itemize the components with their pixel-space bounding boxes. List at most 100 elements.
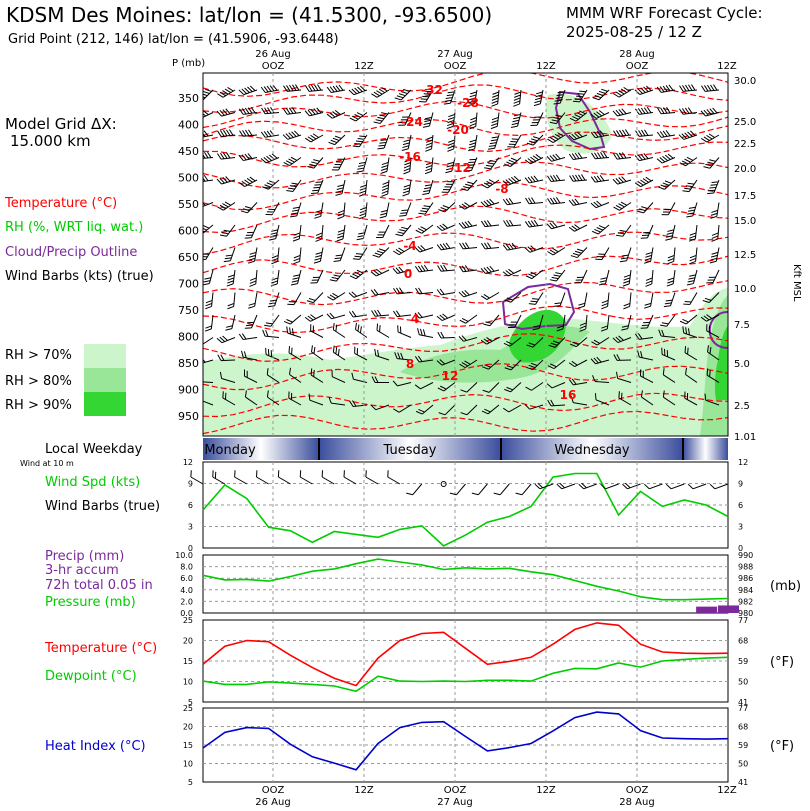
wind-barb bbox=[616, 224, 632, 237]
barb-staff bbox=[365, 476, 379, 485]
barb-flag bbox=[265, 322, 273, 325]
barb-flag bbox=[293, 235, 300, 239]
barb-flag bbox=[471, 492, 479, 496]
barb-flag bbox=[712, 107, 718, 114]
left-tick-label: 0 bbox=[188, 544, 193, 553]
wind-barb bbox=[311, 345, 324, 361]
wind-barb bbox=[394, 88, 412, 101]
barb-staff bbox=[203, 381, 214, 383]
barb-flag bbox=[440, 207, 448, 211]
barb-flag bbox=[271, 280, 278, 284]
barb-flag bbox=[330, 139, 338, 144]
barb-flag bbox=[449, 492, 457, 496]
barb-flag bbox=[513, 97, 521, 101]
barb-staff bbox=[554, 337, 566, 348]
barb-staff bbox=[521, 483, 532, 496]
barb-flag bbox=[268, 180, 276, 184]
barb-flag bbox=[401, 226, 408, 230]
barb-flag bbox=[445, 170, 453, 174]
barb-flag bbox=[531, 121, 539, 124]
barb-flag bbox=[425, 90, 433, 93]
barb-staff bbox=[463, 337, 478, 342]
barb-flag bbox=[308, 298, 316, 301]
barb-flag bbox=[264, 184, 271, 188]
barb-flag bbox=[307, 136, 314, 141]
barb-flag bbox=[634, 333, 640, 340]
barb-flag bbox=[528, 273, 535, 278]
wind-barb bbox=[481, 242, 500, 250]
barb-staff bbox=[441, 247, 456, 251]
fahrenheit-unit: (°F) bbox=[770, 739, 794, 754]
barb-flag bbox=[313, 108, 319, 115]
barb-flag bbox=[711, 232, 719, 236]
barb-staff bbox=[359, 247, 368, 260]
wind-barb bbox=[414, 264, 434, 273]
barb-flag bbox=[310, 314, 317, 320]
barb-flag bbox=[554, 302, 562, 305]
barb-flag bbox=[502, 180, 509, 186]
wind-barb bbox=[286, 179, 302, 192]
barb-flag bbox=[554, 133, 562, 139]
barb-staff bbox=[299, 247, 302, 262]
wind-barb bbox=[355, 322, 368, 338]
wind-barb bbox=[310, 179, 324, 194]
barb-flag bbox=[678, 108, 684, 115]
barb-flag bbox=[458, 222, 464, 229]
wind-barb bbox=[227, 292, 236, 310]
barb-flag bbox=[620, 201, 628, 206]
wind-barb bbox=[502, 175, 522, 186]
barb-flag bbox=[597, 152, 602, 159]
wind-barb bbox=[592, 88, 610, 101]
barb-flag bbox=[352, 258, 360, 260]
barb-flag bbox=[568, 362, 575, 368]
left-tick-label: 5 bbox=[188, 778, 193, 787]
wind-barb bbox=[532, 314, 544, 331]
barb-flag bbox=[403, 187, 410, 191]
wind-barb bbox=[591, 337, 610, 346]
barb-flag bbox=[397, 352, 401, 360]
barb-flag bbox=[396, 287, 401, 294]
barb-flag bbox=[245, 234, 253, 236]
barb-flag bbox=[506, 365, 514, 369]
wind-barb bbox=[480, 265, 500, 274]
barb-flag bbox=[488, 144, 496, 147]
barb-flag bbox=[525, 275, 533, 280]
barb-flag bbox=[351, 372, 354, 380]
barb-staff bbox=[488, 382, 500, 393]
wind-barb bbox=[223, 247, 236, 263]
barb-staff bbox=[375, 314, 390, 317]
barb-flag bbox=[337, 215, 344, 220]
barb-flag bbox=[225, 108, 231, 115]
wind-barb bbox=[592, 375, 610, 383]
wind-barb bbox=[327, 292, 346, 301]
barb-flag bbox=[314, 84, 319, 91]
temperature-contour-label: 16 bbox=[560, 388, 577, 402]
barb-staff bbox=[424, 202, 434, 215]
barb-flag bbox=[425, 148, 432, 152]
wind-barb bbox=[661, 202, 676, 216]
wind-barb bbox=[266, 390, 280, 406]
barb-staff bbox=[605, 483, 619, 490]
barb-staff bbox=[397, 382, 412, 387]
barb-flag bbox=[637, 154, 643, 161]
barb-staff bbox=[617, 337, 632, 344]
barb-flag bbox=[329, 312, 335, 319]
wind-barb bbox=[283, 84, 302, 92]
barb-flag bbox=[708, 133, 715, 138]
barb-staff bbox=[364, 179, 368, 194]
barb-staff bbox=[595, 202, 610, 209]
barb-staff bbox=[529, 224, 544, 228]
barb-staff bbox=[573, 157, 588, 160]
barb-flag bbox=[288, 346, 291, 353]
barb-staff bbox=[375, 292, 390, 296]
wind-barb bbox=[480, 337, 500, 345]
barb-flag bbox=[352, 115, 359, 120]
barb-staff bbox=[646, 314, 654, 329]
barb-flag bbox=[465, 242, 470, 249]
barb-flag bbox=[267, 107, 272, 114]
barb-flag bbox=[379, 325, 381, 332]
barb-flag bbox=[533, 103, 541, 107]
barb-flag bbox=[666, 283, 674, 287]
barb-flag bbox=[448, 114, 455, 118]
barb-flag bbox=[421, 207, 429, 210]
